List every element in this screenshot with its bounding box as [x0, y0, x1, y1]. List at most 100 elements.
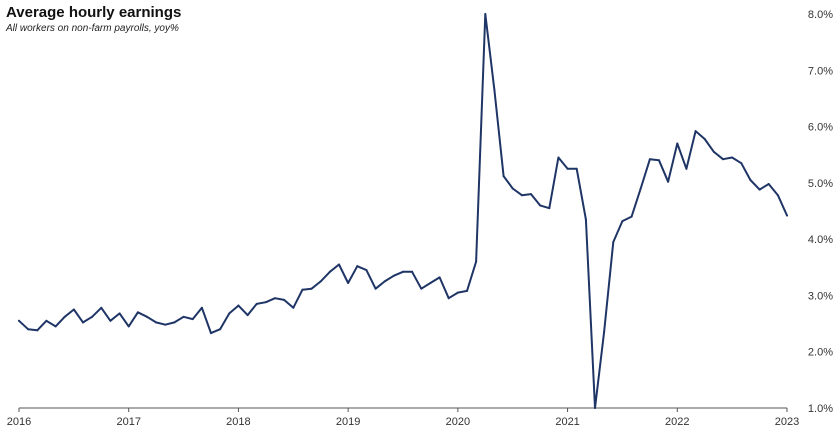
- data-point: [347, 282, 350, 285]
- data-point: [676, 142, 679, 145]
- data-point: [338, 263, 340, 266]
- data-point: [200, 306, 203, 309]
- data-point: [694, 130, 697, 133]
- data-point: [182, 315, 185, 318]
- chart-subtitle: All workers on non-farm payrolls, yoy%: [6, 23, 179, 34]
- data-point: [420, 287, 423, 290]
- y-axis: 1.0% 2.0% 3.0% 4.0% 5.0% 6.0% 7.0% 8.0%: [808, 9, 833, 415]
- data-point: [365, 269, 368, 272]
- data-point: [530, 193, 532, 196]
- data-point: [411, 270, 414, 273]
- data-point: [274, 297, 276, 300]
- data-point: [319, 280, 322, 283]
- data-point: [301, 288, 304, 291]
- data-point: [27, 328, 30, 331]
- data-point: [310, 287, 313, 290]
- data-point: [648, 158, 651, 161]
- data-point: [685, 167, 688, 170]
- x-tick-label: 2021: [555, 416, 579, 428]
- data-point: [82, 321, 84, 324]
- data-point: [283, 298, 286, 301]
- data-point: [54, 325, 57, 328]
- data-point: [45, 319, 48, 322]
- data-point: [493, 88, 496, 91]
- data-point: [402, 270, 404, 273]
- data-point: [566, 167, 569, 170]
- data-point: [219, 328, 222, 331]
- data-point: [539, 204, 542, 207]
- data-point: [438, 276, 441, 279]
- x-axis: 2016 2017 2018 2019 2020 2021 2022 2023: [7, 407, 799, 428]
- data-point: [612, 240, 615, 243]
- data-point: [155, 321, 158, 324]
- data-point: [786, 214, 788, 217]
- x-tick-label: 2019: [336, 416, 360, 428]
- x-tick-label: 2018: [226, 416, 250, 428]
- data-point: [456, 291, 459, 294]
- data-point: [703, 137, 706, 140]
- data-point: [383, 280, 386, 283]
- data-point: [658, 159, 660, 162]
- data-point: [146, 315, 148, 318]
- data-point: [767, 182, 770, 185]
- series-line: [18, 13, 788, 409]
- plot-area: [18, 13, 788, 409]
- y-tick-label: 6.0%: [808, 122, 833, 134]
- data-point: [603, 331, 606, 334]
- data-point: [356, 265, 359, 268]
- data-point: [584, 218, 587, 221]
- data-point: [639, 187, 642, 190]
- data-point: [63, 315, 66, 318]
- data-point: [749, 179, 752, 182]
- data-point: [447, 297, 450, 300]
- x-tick-label: 2020: [446, 416, 470, 428]
- data-point: [630, 215, 633, 218]
- data-point: [520, 194, 523, 197]
- x-tick-label: 2016: [7, 416, 31, 428]
- data-point: [740, 162, 743, 165]
- data-point: [429, 282, 432, 285]
- data-point: [392, 274, 395, 277]
- data-point: [722, 158, 724, 161]
- data-point: [36, 329, 39, 332]
- data-point: [466, 289, 468, 292]
- data-point: [758, 188, 761, 191]
- data-point: [712, 150, 715, 153]
- data-point: [557, 156, 560, 159]
- data-point: [328, 270, 331, 273]
- x-tick-label: 2017: [116, 416, 140, 428]
- y-tick-label: 8.0%: [808, 9, 833, 21]
- data-point: [621, 220, 624, 223]
- data-point: [91, 315, 94, 318]
- data-point: [18, 319, 20, 322]
- x-tick-label: 2023: [775, 416, 799, 428]
- data-point: [511, 187, 514, 190]
- data-point: [118, 312, 121, 315]
- data-point: [173, 321, 176, 324]
- data-point: [502, 175, 505, 178]
- chart-title: Average hourly earnings: [6, 4, 182, 21]
- y-tick-label: 3.0%: [808, 290, 833, 302]
- x-tick-label: 2022: [665, 416, 689, 428]
- data-point: [264, 301, 267, 304]
- data-point: [731, 156, 734, 159]
- data-point: [776, 194, 779, 197]
- data-point: [72, 308, 75, 311]
- data-point: [164, 323, 167, 326]
- y-tick-label: 5.0%: [808, 178, 833, 190]
- data-point: [374, 287, 377, 290]
- y-tick-label: 4.0%: [808, 234, 833, 246]
- y-tick-label: 2.0%: [808, 347, 833, 359]
- data-point: [575, 167, 578, 170]
- y-tick-label: 7.0%: [808, 65, 833, 77]
- data-point: [255, 302, 258, 305]
- data-point: [109, 319, 112, 322]
- data-point: [127, 325, 130, 328]
- data-point: [594, 407, 596, 409]
- data-point: [548, 207, 551, 210]
- data-point: [292, 306, 295, 309]
- data-point: [246, 314, 249, 317]
- data-point: [191, 318, 194, 321]
- data-point: [100, 306, 103, 309]
